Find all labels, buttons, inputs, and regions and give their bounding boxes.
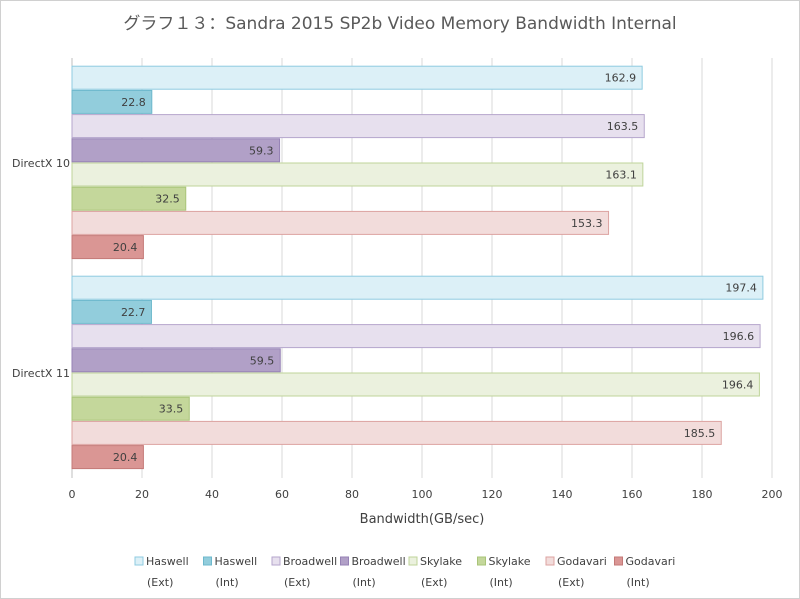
legend-label: Broadwell — [352, 555, 406, 568]
data-label: 196.6 — [723, 330, 755, 343]
bar — [71, 324, 761, 349]
legend-swatch — [614, 556, 623, 566]
legend-label: Broadwell — [283, 555, 337, 568]
category-labels: DirectX 10 DirectX 11 — [12, 157, 70, 380]
legend-label: Haswell — [215, 555, 258, 568]
legend-swatch — [271, 556, 281, 566]
x-axis-label: Bandwidth(GB/sec) — [360, 512, 485, 527]
x-tick-label: 180 — [692, 488, 713, 501]
data-label: 163.5 — [607, 120, 639, 133]
legend-label-suffix: (Int) — [627, 576, 650, 589]
data-label: 20.4 — [113, 451, 138, 464]
x-tick-label: 100 — [412, 488, 433, 501]
data-labels: 162.9 22.8 163.5 59.3 163.1 32.5 153.3 20.4 197.… — [113, 72, 757, 464]
bar — [71, 186, 187, 211]
legend-swatch — [134, 556, 144, 566]
data-label: 185.5 — [684, 427, 716, 440]
data-label: 196.4 — [722, 379, 754, 392]
legend-label-suffix: (Ext) — [558, 576, 584, 589]
legend-swatch — [203, 556, 212, 566]
x-tick-label: 80 — [345, 488, 359, 501]
x-tick-label: 60 — [275, 488, 289, 501]
x-tick-labels: 0 20 40 60 80 100 120 140 160 180 200 — [69, 488, 783, 501]
data-label: 153.3 — [571, 217, 603, 230]
bar — [71, 162, 644, 187]
legend-label: Godavari — [557, 555, 607, 568]
legend-label: Haswell — [146, 555, 189, 568]
bar — [71, 210, 610, 235]
legend: Haswell (Ext) Haswell (Int) Broadwell (Ext) Br… — [134, 555, 676, 589]
bars — [71, 65, 764, 470]
category-label: DirectX 10 — [12, 157, 70, 170]
legend-label-suffix: (Ext) — [147, 576, 173, 589]
legend-label-suffix: (Int) — [490, 576, 513, 589]
x-tick-label: 40 — [205, 488, 219, 501]
legend-swatch — [408, 556, 418, 566]
legend-label-suffix: (Int) — [353, 576, 376, 589]
data-label: 22.7 — [121, 306, 146, 319]
legend-label-suffix: (Int) — [216, 576, 239, 589]
x-tick-label: 160 — [622, 488, 643, 501]
data-label: 59.3 — [249, 144, 274, 157]
bar — [71, 420, 722, 445]
data-label: 163.1 — [605, 169, 637, 182]
x-tick-label: 200 — [762, 488, 783, 501]
data-label: 197.4 — [725, 282, 757, 295]
legend-label: Godavari — [626, 555, 676, 568]
x-tick-label: 0 — [69, 488, 76, 501]
legend-swatch — [477, 556, 486, 566]
data-label: 33.5 — [159, 403, 184, 416]
bar — [71, 372, 760, 397]
legend-label: Skylake — [420, 555, 462, 568]
bar — [71, 89, 153, 114]
legend-label: Skylake — [489, 555, 531, 568]
bar — [71, 114, 645, 139]
bar — [71, 138, 281, 163]
data-label: 20.4 — [113, 241, 138, 254]
x-tick-label: 120 — [482, 488, 503, 501]
bar — [71, 235, 144, 260]
bar — [71, 275, 764, 300]
bar — [71, 396, 190, 421]
bar — [71, 299, 152, 324]
bar — [71, 348, 281, 373]
legend-label-suffix: (Ext) — [284, 576, 310, 589]
data-label: 22.8 — [121, 96, 146, 109]
x-tick-label: 20 — [135, 488, 149, 501]
data-label: 32.5 — [155, 193, 180, 206]
category-label: DirectX 11 — [12, 367, 70, 380]
legend-swatch — [340, 556, 349, 566]
data-label: 59.5 — [250, 354, 275, 367]
legend-label-suffix: (Ext) — [421, 576, 447, 589]
legend-swatch — [545, 556, 555, 566]
data-label: 162.9 — [605, 72, 637, 85]
x-tick-label: 140 — [552, 488, 573, 501]
chart-title: グラフ１３：Sandra 2015 SP2b Video Memory Band… — [123, 14, 676, 34]
bar — [71, 65, 643, 90]
bar — [71, 445, 144, 470]
